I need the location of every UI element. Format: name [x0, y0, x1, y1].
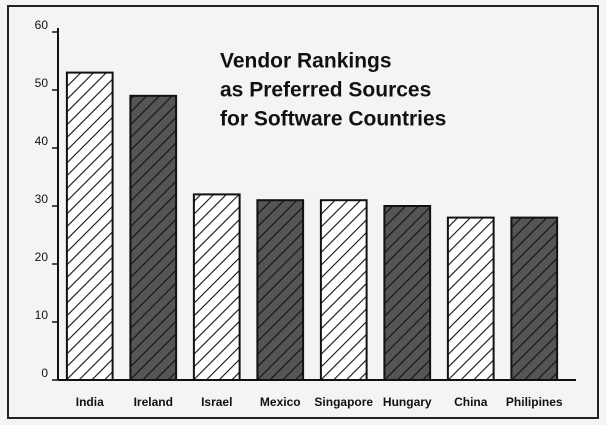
chart-title: as Preferred Sources [220, 79, 431, 102]
x-tick-label: Hungary [383, 395, 432, 409]
x-tick-label: China [454, 395, 488, 409]
bar [129, 94, 178, 382]
x-tick-label: Philipines [506, 395, 563, 409]
y-tick-label: 30 [35, 192, 49, 206]
y-tick-label: 50 [35, 76, 49, 90]
x-tick-label: Mexico [260, 395, 301, 409]
y-tick-label: 20 [35, 250, 49, 264]
y-tick-label: 60 [35, 18, 49, 32]
frame [7, 5, 599, 419]
bar [319, 199, 368, 381]
y-tick-label: 0 [41, 366, 48, 380]
bar [65, 71, 114, 381]
x-tick-label: Ireland [134, 395, 173, 409]
y-tick-label: 10 [35, 308, 49, 322]
bar [192, 193, 241, 381]
bar [256, 199, 305, 381]
chart-title: Vendor Rankings [220, 50, 392, 73]
x-tick-label: Singapore [314, 395, 373, 409]
x-tick-label: India [76, 395, 104, 409]
bar [446, 216, 495, 381]
x-tick-label: Israel [201, 395, 232, 409]
chart-title: for Software Countries [220, 108, 446, 131]
bar [510, 216, 559, 381]
bar [383, 205, 432, 381]
y-tick-label: 40 [35, 134, 49, 148]
